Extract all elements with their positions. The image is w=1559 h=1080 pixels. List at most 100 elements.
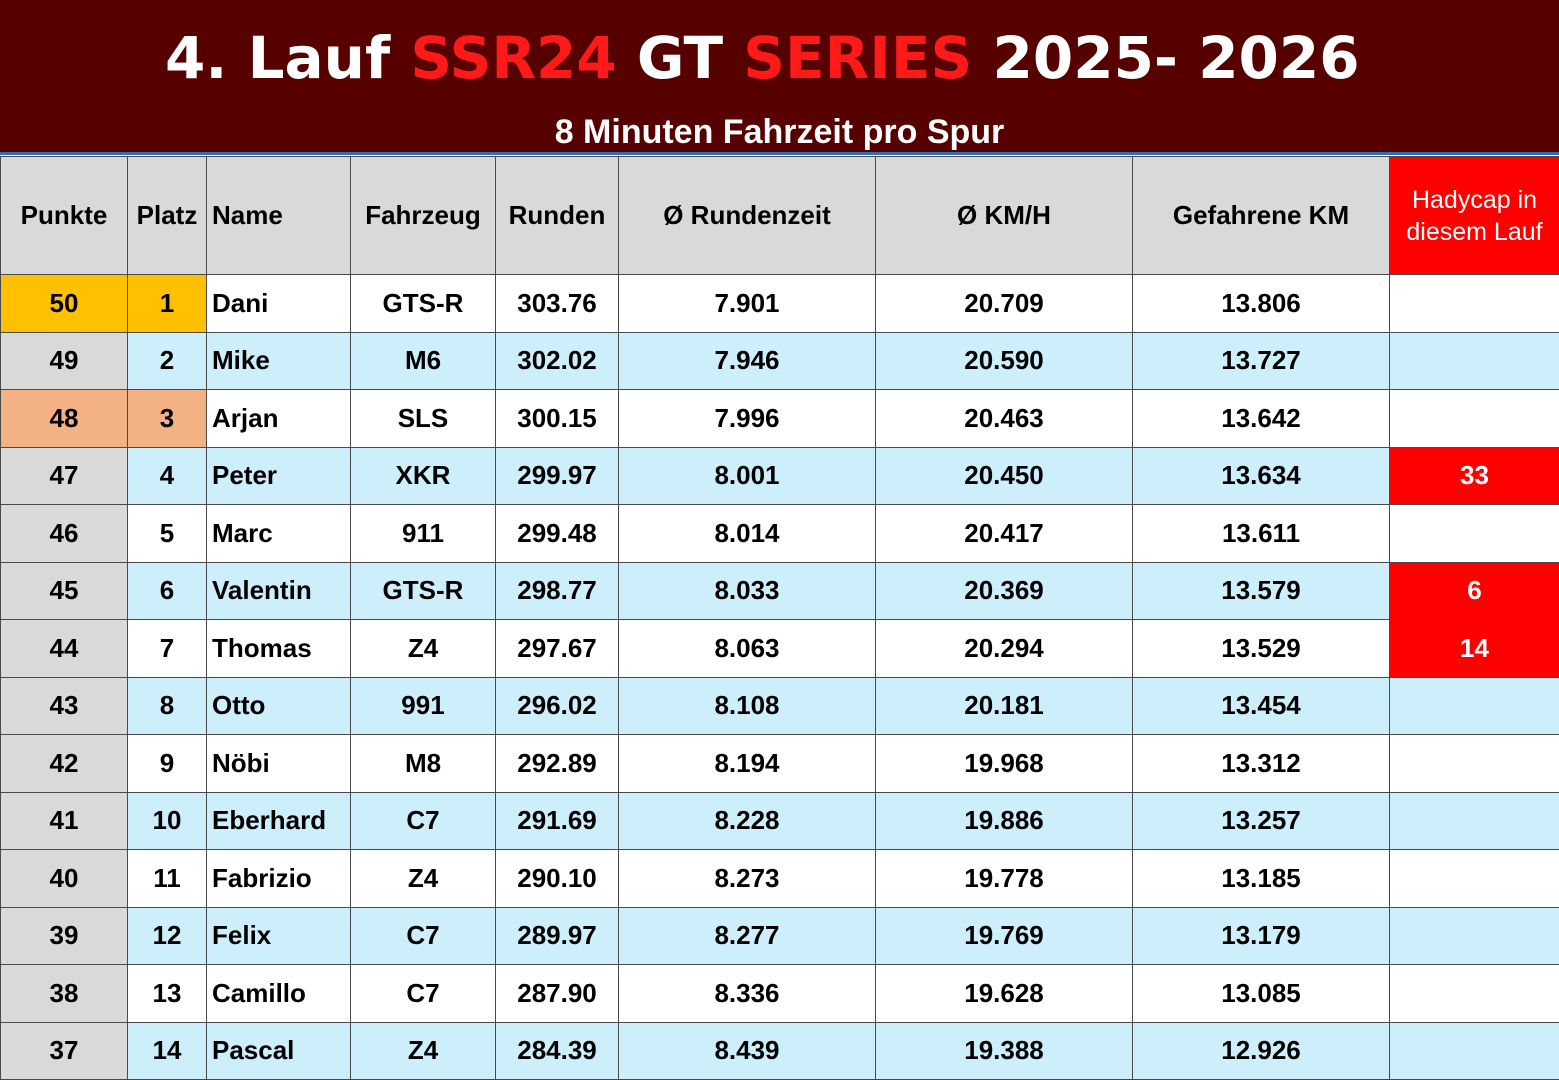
cell-fahrzeug: Z4: [350, 849, 496, 908]
cell-fahrzeug: GTS-R: [350, 561, 496, 620]
header-punkte: Punkte: [0, 156, 128, 275]
cell-km: 13.085: [1132, 964, 1390, 1023]
cell-handicap: 6: [1389, 561, 1559, 620]
cell-platz: 12: [127, 906, 207, 965]
cell-platz: 4: [127, 446, 207, 505]
cell-km: 13.727: [1132, 331, 1390, 390]
cell-rundenzeit: 7.996: [618, 389, 876, 448]
cell-name: Valentin: [206, 561, 351, 620]
cell-handicap: [1389, 1021, 1559, 1080]
header-kmh: Ø KM/H: [875, 156, 1133, 275]
title-part-4: SERIES: [743, 24, 973, 92]
cell-punkte: 49: [0, 331, 128, 390]
cell-punkte: 50: [0, 274, 128, 333]
cell-rundenzeit: 8.194: [618, 734, 876, 793]
cell-runden: 297.67: [495, 619, 619, 678]
table-row: 40 11 Fabrizio Z4 290.10 8.273 19.778 13.185: [0, 849, 1559, 908]
cell-platz: 9: [127, 734, 207, 793]
cell-fahrzeug: C7: [350, 791, 496, 850]
cell-platz: 7: [127, 619, 207, 678]
cell-punkte: 45: [0, 561, 128, 620]
cell-kmh: 19.968: [875, 734, 1133, 793]
cell-runden: 300.15: [495, 389, 619, 448]
title-banner: 4. Lauf SSR24 GT SERIES 2025- 2026 8 Min…: [0, 0, 1559, 155]
page-title: 4. Lauf SSR24 GT SERIES 2025- 2026: [165, 22, 1360, 94]
cell-kmh: 20.590: [875, 331, 1133, 390]
cell-fahrzeug: C7: [350, 906, 496, 965]
cell-handicap: [1389, 734, 1559, 793]
cell-km: 13.312: [1132, 734, 1390, 793]
cell-kmh: 19.769: [875, 906, 1133, 965]
cell-rundenzeit: 8.228: [618, 791, 876, 850]
title-part-2: SSR24: [410, 24, 617, 92]
cell-platz: 6: [127, 561, 207, 620]
cell-handicap: [1389, 331, 1559, 390]
cell-rundenzeit: 7.946: [618, 331, 876, 390]
cell-name: Thomas: [206, 619, 351, 678]
cell-runden: 302.02: [495, 331, 619, 390]
header-name: Name: [206, 156, 351, 275]
cell-km: 13.806: [1132, 274, 1390, 333]
table-row: 39 12 Felix C7 289.97 8.277 19.769 13.179: [0, 906, 1559, 965]
cell-kmh: 19.778: [875, 849, 1133, 908]
cell-punkte: 48: [0, 389, 128, 448]
table-row: 44 7 Thomas Z4 297.67 8.063 20.294 13.529 14: [0, 619, 1559, 678]
cell-handicap: [1389, 676, 1559, 735]
cell-kmh: 20.463: [875, 389, 1133, 448]
cell-punkte: 40: [0, 849, 128, 908]
title-part-5: 2025- 2026: [972, 24, 1360, 92]
cell-rundenzeit: 8.033: [618, 561, 876, 620]
cell-km: 13.454: [1132, 676, 1390, 735]
cell-handicap: [1389, 791, 1559, 850]
cell-runden: 291.69: [495, 791, 619, 850]
cell-platz: 14: [127, 1021, 207, 1080]
header-runden: Runden: [495, 156, 619, 275]
cell-km: 13.579: [1132, 561, 1390, 620]
cell-km: 13.185: [1132, 849, 1390, 908]
cell-kmh: 19.628: [875, 964, 1133, 1023]
cell-name: Marc: [206, 504, 351, 563]
cell-platz: 3: [127, 389, 207, 448]
cell-fahrzeug: 991: [350, 676, 496, 735]
cell-fahrzeug: C7: [350, 964, 496, 1023]
cell-runden: 290.10: [495, 849, 619, 908]
cell-punkte: 41: [0, 791, 128, 850]
cell-runden: 296.02: [495, 676, 619, 735]
cell-handicap: [1389, 504, 1559, 563]
cell-handicap: [1389, 906, 1559, 965]
cell-punkte: 38: [0, 964, 128, 1023]
table-row: 49 2 Mike M6 302.02 7.946 20.590 13.727: [0, 331, 1559, 390]
cell-fahrzeug: 911: [350, 504, 496, 563]
title-part-1: 4. Lauf: [165, 24, 411, 92]
header-platz: Platz: [127, 156, 207, 275]
cell-punkte: 44: [0, 619, 128, 678]
table-row: 37 14 Pascal Z4 284.39 8.439 19.388 12.926: [0, 1021, 1559, 1080]
cell-name: Pascal: [206, 1021, 351, 1080]
table-row: 38 13 Camillo C7 287.90 8.336 19.628 13.085: [0, 964, 1559, 1023]
cell-runden: 299.48: [495, 504, 619, 563]
cell-km: 12.926: [1132, 1021, 1390, 1080]
cell-name: Otto: [206, 676, 351, 735]
cell-name: Arjan: [206, 389, 351, 448]
cell-rundenzeit: 8.001: [618, 446, 876, 505]
table-row: 50 1 Dani GTS-R 303.76 7.901 20.709 13.806: [0, 274, 1559, 333]
cell-kmh: 19.886: [875, 791, 1133, 850]
cell-handicap: [1389, 849, 1559, 908]
cell-rundenzeit: 8.277: [618, 906, 876, 965]
cell-handicap: 33: [1389, 446, 1559, 505]
cell-kmh: 19.388: [875, 1021, 1133, 1080]
cell-rundenzeit: 8.336: [618, 964, 876, 1023]
cell-handicap: 14: [1389, 619, 1559, 678]
cell-platz: 5: [127, 504, 207, 563]
cell-name: Fabrizio: [206, 849, 351, 908]
cell-punkte: 46: [0, 504, 128, 563]
cell-kmh: 20.709: [875, 274, 1133, 333]
table-row: 45 6 Valentin GTS-R 298.77 8.033 20.369 13.579 6: [0, 561, 1559, 620]
cell-rundenzeit: 8.063: [618, 619, 876, 678]
cell-punkte: 39: [0, 906, 128, 965]
cell-km: 13.642: [1132, 389, 1390, 448]
cell-km: 13.611: [1132, 504, 1390, 563]
header-fahrzeug: Fahrzeug: [350, 156, 496, 275]
page-subtitle: 8 Minuten Fahrzeit pro Spur: [554, 113, 1005, 151]
cell-platz: 10: [127, 791, 207, 850]
